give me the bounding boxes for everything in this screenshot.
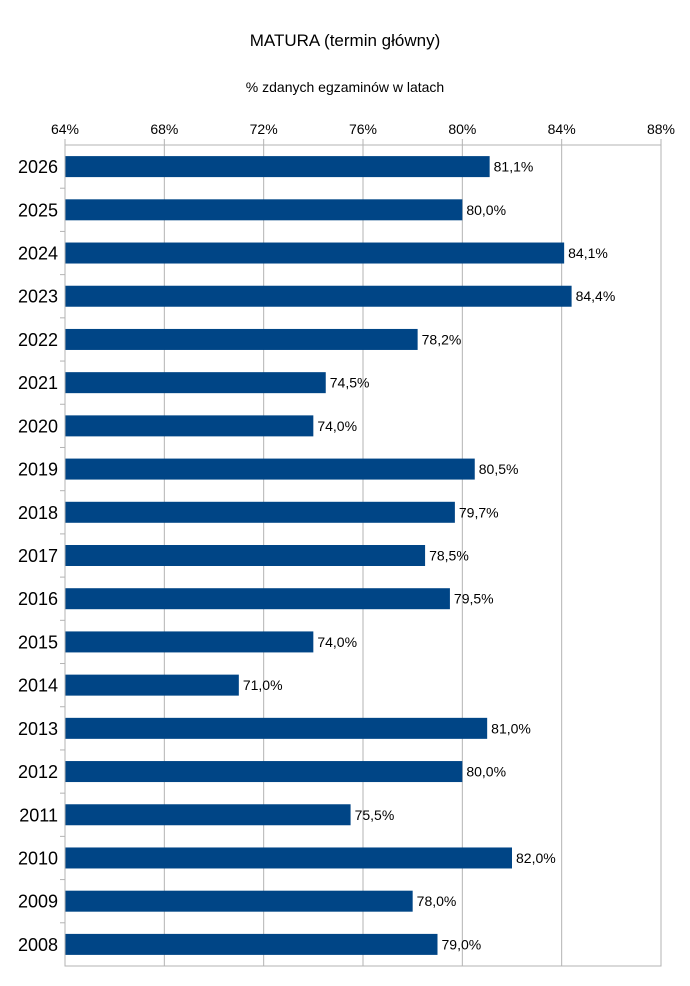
y-tick-label: 2023 [18, 287, 58, 307]
bar-2026 [65, 156, 490, 178]
data-label: 81,1% [494, 159, 534, 175]
x-tick-label: 84% [548, 121, 576, 137]
data-label: 82,0% [516, 850, 556, 866]
data-label: 74,0% [317, 634, 357, 650]
bar-2012 [65, 761, 463, 783]
bar-2021 [65, 372, 326, 394]
data-labels: 81,1% 80,0% 84,1% 84,4% 78,2% 74,5% 74,0% 80,5%… [243, 159, 615, 953]
data-label: 78,2% [422, 331, 462, 347]
bar-2013 [65, 717, 488, 739]
plot-area-border [64, 144, 662, 967]
bar-2025 [65, 199, 463, 221]
y-tick-label: 2013 [18, 719, 58, 739]
chart-title: MATURA (termin główny) [250, 31, 441, 50]
bar-2011 [65, 804, 351, 826]
y-tick-label: 2016 [18, 589, 58, 609]
y-tick-label: 2017 [18, 546, 58, 566]
bar-2010 [65, 847, 512, 869]
chart-subtitle: % zdanych egzaminów w latach [246, 79, 444, 95]
x-tick-label: 72% [250, 121, 278, 137]
y-tick-label: 2022 [18, 330, 58, 350]
y-tick-label: 2025 [18, 200, 58, 220]
data-label: 81,0% [491, 720, 531, 736]
bar-2016 [65, 588, 450, 610]
data-label: 80,0% [466, 202, 506, 218]
y-tick-label: 2011 [19, 805, 58, 825]
y-tick-label: 2015 [18, 632, 58, 652]
bar-2008 [65, 933, 438, 955]
data-label: 84,1% [568, 245, 608, 261]
y-tick-label: 2021 [18, 373, 58, 393]
bar-2022 [65, 328, 418, 350]
bar-2009 [65, 890, 413, 912]
bar-2024 [65, 242, 565, 264]
y-axis-labels: 2026 2025 2024 2023 2022 2021 2020 2019 2018 2017… [18, 157, 65, 955]
x-axis-ticks: 64% 68% 72% 76% 80% 84% 88% [51, 121, 675, 145]
y-tick-label: 2020 [18, 416, 58, 436]
bar-2019 [65, 458, 475, 480]
data-label: 75,5% [355, 807, 395, 823]
y-tick-label: 2010 [18, 848, 58, 868]
bar-2017 [65, 545, 426, 566]
data-label: 78,0% [417, 893, 457, 909]
y-tick-label: 2024 [18, 244, 58, 264]
x-tick-label: 64% [51, 121, 79, 137]
data-label: 79,5% [454, 591, 494, 607]
data-label: 80,5% [479, 461, 519, 477]
y-tick-label: 2018 [18, 503, 58, 523]
data-label: 74,0% [317, 418, 357, 434]
data-label: 71,0% [243, 677, 283, 693]
data-label: 78,5% [429, 548, 469, 564]
y-tick-label: 2019 [18, 460, 58, 480]
y-tick-label: 2014 [18, 676, 58, 696]
data-label: 80,0% [466, 764, 506, 780]
data-label: 84,4% [576, 288, 616, 304]
y-tick-label: 2026 [18, 157, 58, 177]
bar-2015 [65, 631, 314, 653]
data-label: 74,5% [330, 375, 370, 391]
y-tick-label: 2012 [18, 762, 58, 782]
data-label: 79,0% [442, 936, 482, 952]
bar-2014 [65, 674, 239, 696]
data-label: 79,7% [459, 504, 499, 520]
bar-2020 [65, 415, 314, 437]
x-tick-label: 80% [448, 121, 476, 137]
y-tick-label: 2008 [18, 935, 58, 955]
bars [65, 156, 572, 955]
x-tick-label: 76% [349, 121, 377, 137]
y-tick-label: 2009 [18, 892, 58, 912]
bar-2018 [65, 501, 455, 523]
x-tick-label: 68% [150, 121, 178, 137]
bar-2023 [65, 285, 572, 307]
x-tick-label: 88% [647, 121, 675, 137]
